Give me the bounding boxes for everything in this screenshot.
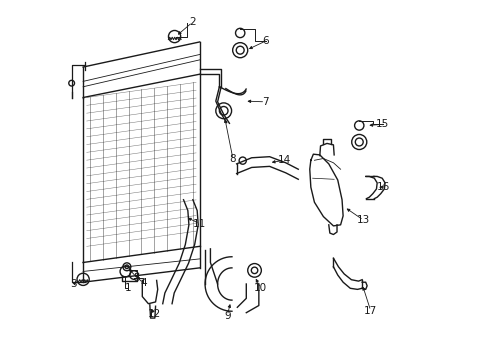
Text: 17: 17 [364, 306, 377, 316]
Text: 1: 1 [124, 283, 131, 293]
Text: 8: 8 [229, 154, 236, 164]
Text: 14: 14 [278, 155, 291, 165]
Text: 15: 15 [375, 120, 388, 129]
Text: 2: 2 [189, 17, 195, 27]
Text: 7: 7 [262, 97, 268, 107]
Text: 5: 5 [133, 273, 140, 283]
Text: 12: 12 [147, 310, 161, 319]
Text: 10: 10 [254, 283, 266, 293]
Text: 4: 4 [140, 278, 146, 288]
Text: 6: 6 [262, 36, 269, 46]
Text: 3: 3 [70, 279, 77, 289]
Text: 11: 11 [193, 219, 206, 229]
Text: 13: 13 [356, 215, 369, 225]
Text: 9: 9 [224, 311, 230, 320]
Text: 16: 16 [376, 182, 389, 192]
